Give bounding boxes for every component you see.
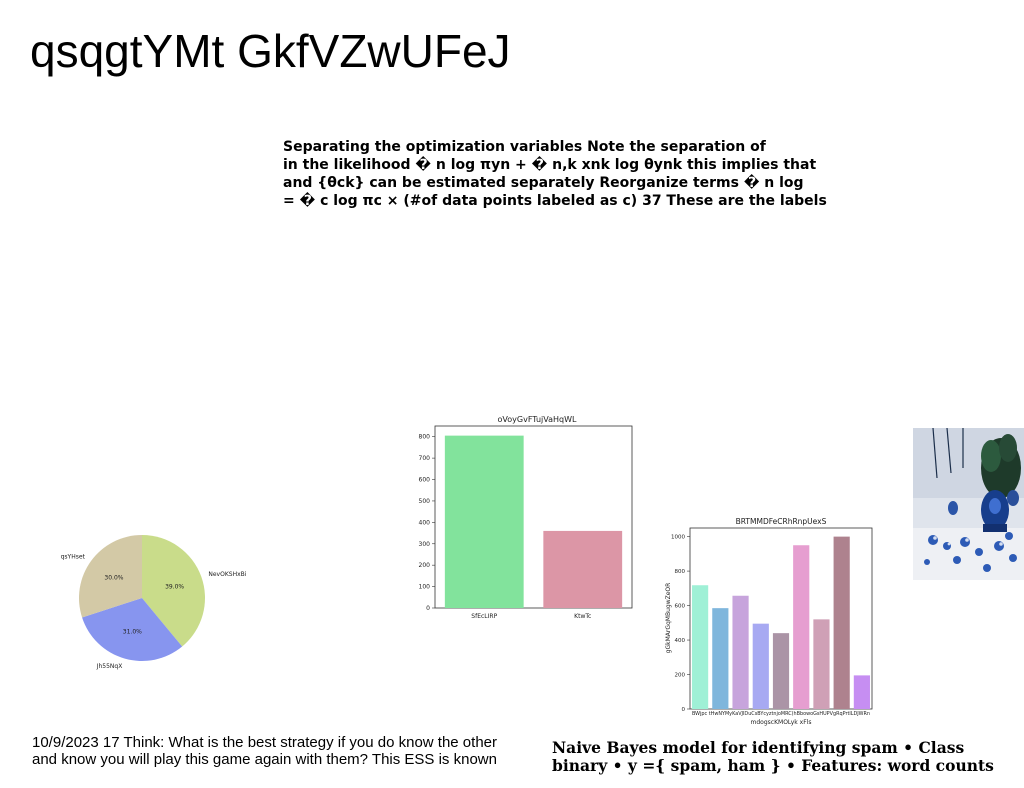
text-line: Separating the optimization variables No… <box>283 139 766 155</box>
pie-pct-label: 30.0% <box>104 575 123 582</box>
bar <box>752 623 769 709</box>
text-line: and know you will play this game again w… <box>32 751 497 768</box>
bar <box>853 675 870 709</box>
text-line: 10/9/2023 17 Think: What is the best str… <box>32 734 497 751</box>
text-block-bottom-right: Naive Bayes model for identifying spam •… <box>552 739 1022 775</box>
pie-slice-label: qsYHset <box>61 554 86 561</box>
pie-pct-label: 39.0% <box>165 583 184 590</box>
text-line: = � c log πc × (#of data points labeled … <box>283 193 827 209</box>
bar <box>543 530 623 608</box>
y-tick-label: 800 <box>675 569 686 575</box>
y-tick-label: 100 <box>419 584 431 591</box>
chart-title: BRTMMDFeCRhRnpUexS <box>736 517 827 526</box>
pie-slice <box>82 598 183 661</box>
x-axis-label: mdogscKMOLyk xFls <box>751 719 812 726</box>
plot-frame <box>434 425 633 609</box>
bar <box>813 619 830 709</box>
y-tick-label: 700 <box>419 455 431 462</box>
text-block-bottom-left: 10/9/2023 17 Think: What is the best str… <box>32 734 542 768</box>
y-tick-label: 300 <box>419 541 431 548</box>
text-line: binary • y ={ spam, ham } • Features: wo… <box>552 756 994 775</box>
y-tick-label: 200 <box>419 562 431 569</box>
y-tick-label: 400 <box>675 638 686 644</box>
bar <box>444 435 524 608</box>
bar-chart-2: BRTMMDFeCRhRnpUexS mdogscKMOLyk xFls gGk… <box>665 517 873 726</box>
x-tick-label: KtwTc <box>574 613 591 620</box>
bar <box>712 608 729 709</box>
y-tick-label: 0 <box>682 707 686 713</box>
bar <box>732 595 749 709</box>
still-life-photo <box>913 428 1024 580</box>
bar <box>833 536 850 709</box>
bar-chart-1: oVoyGvFTujVaHqWL 0 100 200 300 400 500 600 700 8… <box>419 415 633 620</box>
pie-slice-label: NevOKSHxBi <box>208 571 246 578</box>
pie-slice <box>78 535 142 618</box>
y-tick-label: 600 <box>419 477 431 484</box>
y-tick-label: 400 <box>419 519 431 526</box>
y-tick-label: 800 <box>419 434 431 441</box>
pie-slice-label: Jh55NqX <box>96 663 123 670</box>
text-line: Naive Bayes model for identifying spam •… <box>552 738 965 757</box>
y-tick-label: 1000 <box>671 535 685 541</box>
bar <box>793 545 810 709</box>
y-tick-label: 0 <box>426 605 430 612</box>
y-tick-label: 500 <box>419 498 431 505</box>
pie-pct-label: 31.0% <box>123 628 142 635</box>
x-tick-label: SfEcLIRP <box>471 613 497 620</box>
text-block-top: Separating the optimization variables No… <box>283 138 843 210</box>
text-line: in the likelihood � n log πyn + � n,k xn… <box>283 157 817 173</box>
pie-chart: 39.0% NevOKSHxBi 31.0% Jh55NqX 30.0% qsYHset <box>61 535 247 670</box>
y-axis-label: gGkMArGqMBugwZeOR <box>665 583 672 654</box>
bar <box>772 633 790 709</box>
bar <box>692 585 709 709</box>
chart-title: oVoyGvFTujVaHqWL <box>498 415 577 424</box>
x-tick-labels: BWjpc tHwNYMyKaVJIDuCsBYcyztnjoMRC(hBbow… <box>692 711 870 717</box>
pie-slice <box>142 535 206 647</box>
slide-title: qsqgtYMt GkfVZwUFeJ <box>30 25 511 77</box>
text-line: and {θck} can be estimated separately Re… <box>283 175 804 191</box>
y-tick-label: 200 <box>675 673 686 679</box>
y-tick-label: 600 <box>675 604 686 610</box>
